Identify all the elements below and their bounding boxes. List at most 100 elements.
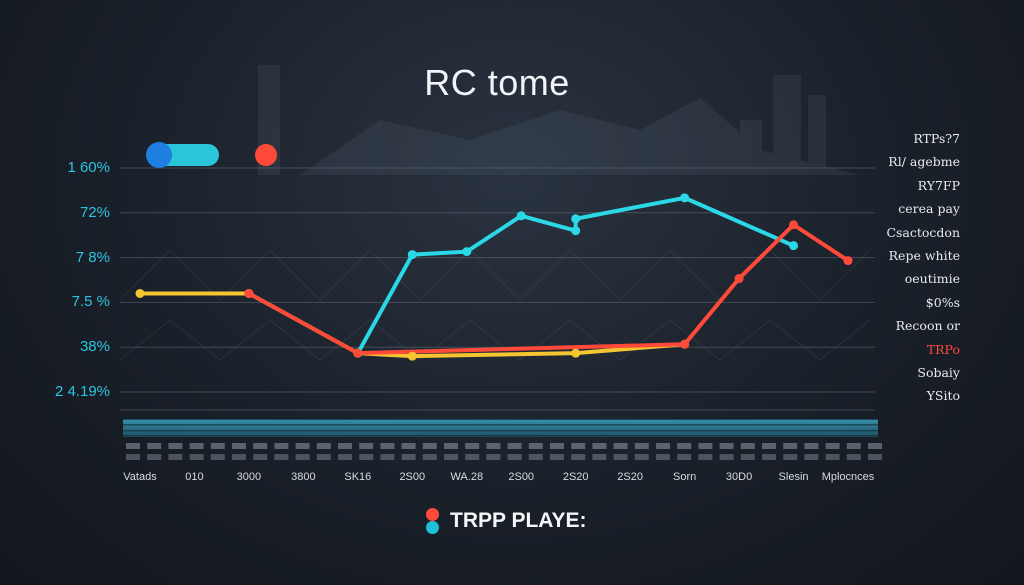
x-minor-tick xyxy=(550,443,564,449)
x-minor-tick xyxy=(804,454,819,460)
right-label: Repe white xyxy=(888,248,960,263)
right-label: Csactocdon xyxy=(886,224,960,240)
x-minor-tick xyxy=(295,443,310,449)
x-minor-tick xyxy=(486,454,501,460)
x-minor-tick xyxy=(528,454,543,460)
series-point-1[interactable] xyxy=(516,211,526,221)
right-label: $0%s xyxy=(925,294,960,310)
series-point-3[interactable] xyxy=(353,348,363,358)
series-toggle[interactable] xyxy=(146,142,219,168)
gridlines xyxy=(120,167,875,411)
y-tick-label: 2 4.19% xyxy=(54,383,110,400)
right-label: YSito xyxy=(926,388,960,404)
x-tick-label: SK16 xyxy=(344,471,372,483)
series-line-2 xyxy=(138,291,687,359)
series-point-3[interactable] xyxy=(734,274,744,284)
series-point-3[interactable] xyxy=(244,288,254,298)
right-label: TRPo xyxy=(926,341,960,357)
x-tick-marks xyxy=(126,443,882,460)
x-minor-tick xyxy=(210,443,225,449)
x-tick-label: Vatads xyxy=(123,471,157,483)
x-minor-tick xyxy=(677,454,692,460)
series-points xyxy=(135,193,853,361)
x-minor-tick xyxy=(550,454,564,460)
x-tick-label: 2S20 xyxy=(562,471,589,483)
x-minor-tick xyxy=(677,443,692,449)
x-minor-tick xyxy=(168,443,183,449)
background-pattern xyxy=(119,249,871,361)
x-minor-tick xyxy=(719,443,734,449)
x-minor-tick xyxy=(232,443,246,449)
y-tick-label: 72% xyxy=(79,203,110,221)
legend-dots xyxy=(424,506,442,536)
x-minor-tick xyxy=(189,443,204,449)
x-tick-label: 010 xyxy=(185,471,204,483)
right-label: cerea pay xyxy=(898,201,960,217)
x-minor-tick xyxy=(613,454,628,460)
toggle-knob[interactable] xyxy=(146,142,172,168)
x-minor-tick xyxy=(295,454,310,460)
legend[interactable]: TRPP PLAYE: xyxy=(424,506,587,536)
legend-label: TRPP PLAYE: xyxy=(450,509,587,532)
series-point-1[interactable] xyxy=(462,247,472,257)
x-tick-label: 30D0 xyxy=(725,471,753,483)
x-tick-label: 2S00 xyxy=(508,471,535,483)
x-minor-tick xyxy=(444,443,458,449)
x-minor-tick xyxy=(274,454,289,460)
x-tick-label: Sorn xyxy=(672,471,697,483)
series-line-3 xyxy=(246,222,850,356)
series-point-1[interactable] xyxy=(680,193,690,203)
x-minor-tick xyxy=(126,454,140,460)
x-minor-tick xyxy=(232,454,246,460)
right-label: Rl/ agebme xyxy=(888,154,960,170)
series-point-1[interactable] xyxy=(407,250,417,260)
x-minor-tick xyxy=(316,443,331,449)
x-minor-tick xyxy=(274,443,289,449)
x-minor-tick xyxy=(486,443,501,449)
x-minor-tick xyxy=(253,443,268,449)
x-minor-tick xyxy=(571,454,586,460)
right-label: Recoon or xyxy=(895,318,960,334)
series-point-3[interactable] xyxy=(680,339,690,349)
series-line-1 xyxy=(355,195,796,356)
x-minor-tick xyxy=(444,454,458,460)
series-point-2[interactable] xyxy=(407,351,417,361)
x-minor-tick xyxy=(147,443,162,449)
x-minor-tick xyxy=(189,454,204,460)
x-minor-tick xyxy=(126,443,140,449)
x-minor-tick xyxy=(825,443,840,449)
x-minor-tick xyxy=(868,454,882,460)
x-tick-label: WA.28 xyxy=(450,471,484,483)
x-minor-tick xyxy=(698,454,713,460)
x-minor-tick xyxy=(740,443,755,449)
series-point-1[interactable] xyxy=(789,241,799,251)
series-lines xyxy=(138,195,850,359)
x-minor-tick xyxy=(507,443,522,449)
series-point-1[interactable] xyxy=(571,214,581,224)
x-minor-tick xyxy=(592,443,607,449)
series-point-3[interactable] xyxy=(789,220,799,230)
series-point-2[interactable] xyxy=(135,288,145,298)
x-minor-tick xyxy=(762,454,776,460)
y-tick-label: 38% xyxy=(79,338,110,356)
x-minor-tick xyxy=(359,454,374,460)
x-minor-tick xyxy=(783,443,798,449)
series-point-1[interactable] xyxy=(571,226,581,236)
x-minor-tick xyxy=(592,454,607,460)
x-minor-tick xyxy=(740,454,755,460)
x-minor-tick xyxy=(147,454,162,460)
x-minor-tick xyxy=(846,454,861,460)
x-minor-tick xyxy=(168,454,183,460)
x-minor-tick xyxy=(634,454,649,460)
x-minor-tick xyxy=(613,443,628,449)
x-minor-tick xyxy=(571,443,586,449)
x-minor-tick xyxy=(656,443,670,449)
x-minor-tick xyxy=(507,454,522,460)
series-dot-indicator[interactable] xyxy=(255,144,277,166)
series-point-3[interactable] xyxy=(843,256,853,266)
x-minor-tick xyxy=(804,443,819,449)
x-minor-tick xyxy=(719,454,734,460)
series-point-2[interactable] xyxy=(571,348,581,358)
